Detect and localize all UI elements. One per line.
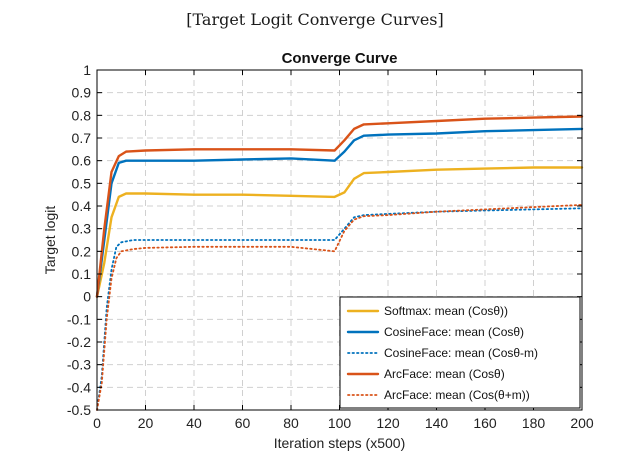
x-tick-label: 100 [328, 415, 352, 431]
x-tick-label: 80 [283, 415, 299, 431]
page-title: [Target Logit Converge Curves] [186, 10, 444, 29]
legend-entry-label: CosineFace: mean (Cosθ) [384, 325, 524, 339]
legend-entry-label: Softmax: mean (Cosθ)) [384, 304, 508, 318]
series-layer [95, 115, 584, 411]
x-tick-label: 200 [570, 415, 594, 431]
legend-entry-label: CosineFace: mean (Cosθ-m) [384, 346, 538, 360]
chart-title: Converge Curve [282, 50, 398, 67]
legend-entry-label: ArcFace: mean (Cos(θ+m)) [384, 388, 530, 402]
x-tick-label: 0 [93, 415, 101, 431]
y-tick-label: 0 [83, 289, 91, 305]
y-tick-label: 0.5 [72, 175, 92, 191]
x-tick-label: 180 [522, 415, 546, 431]
ticks: 0 20 40 60 80 100 120 140 160 180 200 -0.5 -0.4 -0.3 -… [67, 62, 594, 431]
series-line-4 [95, 115, 584, 298]
y-tick-label: -0.1 [67, 311, 91, 327]
y-tick-label: 0.3 [72, 221, 92, 237]
series-line-1 [95, 166, 584, 298]
series-line-3 [96, 207, 583, 411]
y-tick-label: -0.5 [67, 402, 91, 418]
legend: Softmax: mean (Cosθ)) CosineFace: mean (C… [339, 296, 581, 409]
series-line-5 [96, 204, 583, 411]
y-tick-label: 0.8 [72, 107, 92, 123]
x-tick-label: 120 [376, 415, 400, 431]
y-tick-label: -0.4 [67, 379, 91, 395]
y-tick-label: 0.6 [72, 153, 92, 169]
series-line-2 [95, 127, 584, 298]
y-tick-label: 0.1 [72, 266, 92, 282]
y-tick-label: 0.2 [72, 243, 92, 259]
legend-box [339, 296, 581, 409]
x-tick-label: 160 [473, 415, 497, 431]
y-tick-label: 0.4 [72, 198, 92, 214]
y-tick-label: -0.2 [67, 334, 91, 350]
y-tick-label: -0.3 [67, 357, 91, 373]
y-tick-label: 0.7 [72, 130, 92, 146]
y-tick-label: 1 [83, 62, 91, 78]
x-tick-label: 140 [425, 415, 449, 431]
y-axis-label: Target logit [42, 206, 58, 275]
x-tick-label: 20 [138, 415, 154, 431]
x-tick-label: 40 [186, 415, 202, 431]
x-axis-label: Iteration steps (x500) [274, 435, 406, 451]
y-tick-label: 0.9 [72, 85, 92, 101]
x-tick-label: 60 [235, 415, 251, 431]
legend-entry-label: ArcFace: mean (Cosθ) [384, 367, 505, 381]
